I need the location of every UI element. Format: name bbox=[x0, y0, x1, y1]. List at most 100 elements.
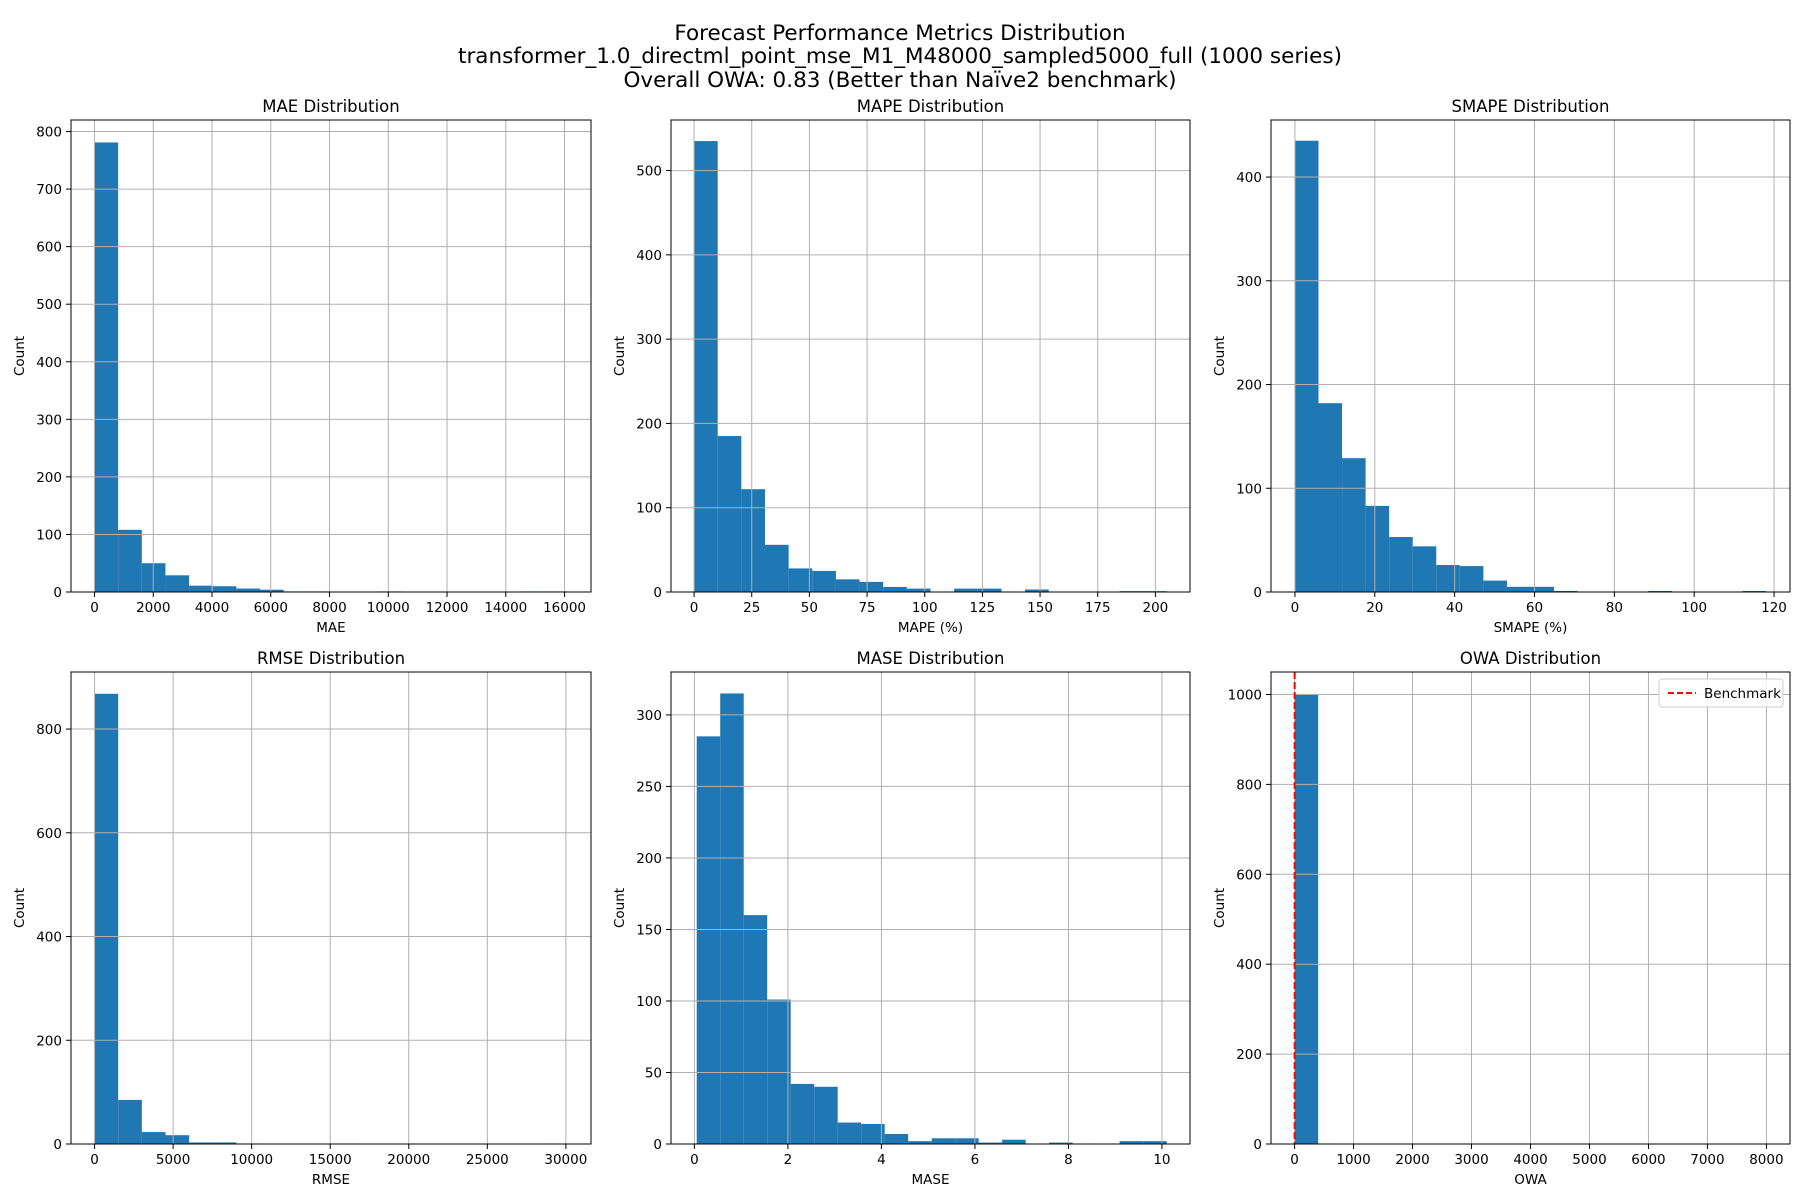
y-tick-label: 0 bbox=[53, 585, 62, 601]
x-tick-label: 6 bbox=[971, 1152, 980, 1168]
bar bbox=[859, 581, 884, 592]
x-tick-label: 80 bbox=[1606, 600, 1623, 616]
bar bbox=[212, 1142, 237, 1144]
bar bbox=[1119, 1141, 1144, 1144]
bar bbox=[955, 1138, 979, 1144]
bars-4 bbox=[696, 693, 1167, 1144]
y-axis-label: Count bbox=[612, 336, 628, 376]
y-tick-label: 50 bbox=[645, 1065, 662, 1081]
panel-0: 0 2000 4000 6000 8000 10000 12000 14000 16000 0 10… bbox=[12, 97, 592, 636]
x-tick-label: 0 bbox=[90, 600, 99, 616]
y-tick-label: 400 bbox=[1236, 170, 1262, 186]
bar bbox=[236, 588, 261, 592]
x-tick-label: 4000 bbox=[195, 600, 229, 616]
y-tick-label: 400 bbox=[636, 248, 662, 264]
x-axis-label: OWA bbox=[1514, 1172, 1547, 1188]
legend-entry: Benchmark bbox=[1704, 686, 1781, 702]
panel-3: 0 5000 10000 15000 20000 25000 30000 0 200 400 600… bbox=[12, 649, 592, 1188]
y-tick-label: 400 bbox=[36, 930, 62, 946]
axes-frame bbox=[670, 671, 1191, 1145]
bar bbox=[94, 142, 119, 592]
y-tick-label: 800 bbox=[1236, 777, 1262, 793]
bar bbox=[1742, 590, 1767, 592]
bar bbox=[141, 1132, 166, 1144]
y-tick-label: 100 bbox=[36, 527, 62, 543]
grid-3 bbox=[71, 672, 591, 1145]
bar bbox=[764, 544, 789, 592]
bar bbox=[788, 568, 813, 592]
axes-frame bbox=[670, 119, 1191, 593]
y-tick-label: 100 bbox=[1236, 481, 1262, 497]
x-tick-label: 16000 bbox=[543, 600, 586, 616]
panel-title: MASE Distribution bbox=[857, 649, 1005, 668]
y-tick-label: 300 bbox=[636, 332, 662, 348]
panel-2: 0 20 40 60 80 100 120 0 100 200 300 400 SMAPE Distri… bbox=[1212, 97, 1791, 636]
x-tick-label: 15000 bbox=[309, 1152, 352, 1168]
bar bbox=[814, 1086, 838, 1144]
bar bbox=[977, 588, 1002, 592]
bar bbox=[908, 1141, 932, 1144]
panel-5: 0 1000 2000 3000 4000 5000 6000 7000 8000 0 200 400… bbox=[1212, 649, 1791, 1188]
bar bbox=[94, 693, 119, 1144]
legend-box bbox=[1658, 678, 1784, 708]
bar bbox=[743, 915, 768, 1144]
bar bbox=[696, 736, 721, 1144]
bars-1 bbox=[694, 141, 1167, 593]
x-tick-label: 100 bbox=[1681, 600, 1707, 616]
bar bbox=[1648, 590, 1672, 592]
x-tick-label: 0 bbox=[1290, 1152, 1299, 1168]
x-axis-label: MAE bbox=[316, 620, 345, 636]
y-tick-label: 0 bbox=[53, 1137, 62, 1153]
y-tick-label: 250 bbox=[636, 779, 662, 795]
bar bbox=[189, 1142, 213, 1144]
x-tick-label: 60 bbox=[1526, 600, 1543, 616]
y-tick-label: 100 bbox=[636, 994, 662, 1010]
x-tick-label: 0 bbox=[1291, 600, 1300, 616]
x-tick-label: 4000 bbox=[1513, 1152, 1547, 1168]
y-axis-label: Count bbox=[1212, 336, 1228, 376]
bar bbox=[189, 585, 213, 592]
bar bbox=[1530, 586, 1555, 592]
x-tick-label: 175 bbox=[1085, 600, 1111, 616]
panel-title: OWA Distribution bbox=[1460, 649, 1601, 668]
x-tick-label: 20 bbox=[1366, 600, 1383, 616]
x-tick-label: 125 bbox=[970, 600, 996, 616]
x-tick-label: 10000 bbox=[230, 1152, 273, 1168]
y-tick-label: 200 bbox=[636, 416, 662, 432]
y-axis-label: Count bbox=[12, 336, 28, 376]
grid-1 bbox=[671, 120, 1190, 593]
y-tick-label: 200 bbox=[636, 851, 662, 867]
y-tick-label: 400 bbox=[36, 355, 62, 371]
bar bbox=[1318, 403, 1343, 592]
y-tick-label: 400 bbox=[1236, 957, 1262, 973]
panel-title: RMSE Distribution bbox=[257, 649, 405, 668]
x-tick-label: 10 bbox=[1153, 1152, 1170, 1168]
x-tick-label: 8000 bbox=[1749, 1152, 1783, 1168]
bar bbox=[1143, 1141, 1167, 1144]
y-tick-label: 200 bbox=[36, 470, 62, 486]
x-tick-label: 7000 bbox=[1690, 1152, 1724, 1168]
y-axis-label: Count bbox=[12, 888, 28, 928]
bar bbox=[954, 588, 978, 592]
x-tick-label: 0 bbox=[690, 1152, 699, 1168]
bar bbox=[1294, 694, 1319, 1144]
bar bbox=[837, 1122, 862, 1144]
bar bbox=[694, 141, 718, 593]
y-tick-label: 200 bbox=[1236, 378, 1262, 394]
x-tick-label: 40 bbox=[1446, 600, 1463, 616]
bar bbox=[1365, 505, 1390, 592]
bar bbox=[861, 1123, 885, 1144]
x-tick-label: 20000 bbox=[387, 1152, 430, 1168]
figure-title-line-1: Forecast Performance Metrics Distributio… bbox=[674, 21, 1125, 46]
x-tick-label: 150 bbox=[1027, 600, 1053, 616]
panel-title: MAPE Distribution bbox=[857, 97, 1004, 116]
bar bbox=[1002, 1139, 1026, 1144]
x-axis-label: SMAPE (%) bbox=[1494, 620, 1568, 636]
y-tick-label: 0 bbox=[1253, 585, 1262, 601]
y-tick-label: 150 bbox=[636, 922, 662, 938]
y-tick-label: 200 bbox=[1236, 1047, 1262, 1063]
x-tick-label: 6000 bbox=[1631, 1152, 1665, 1168]
axes-frame bbox=[70, 119, 592, 593]
